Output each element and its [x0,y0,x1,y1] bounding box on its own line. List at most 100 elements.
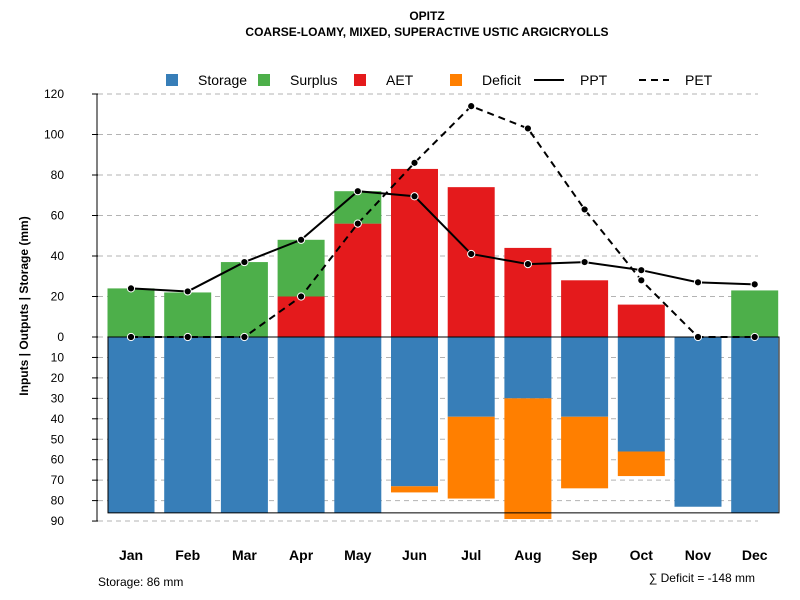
ppt-point [523,260,533,269]
surplus-legend-label: Surplus [290,72,337,88]
legend: Storage Surplus AET Deficit PPT PET [166,72,713,88]
chart-title: OPITZ [409,9,444,23]
y-tick-label: 30 [51,391,65,405]
y-tick-label: 80 [51,494,65,508]
y-axis: 0 20 40 60 80 100 120 10 20 30 40 50 60 70 80 90 [44,87,98,528]
deficit-bar [561,416,609,489]
storage-bar [504,337,552,399]
surplus-legend-swatch [258,74,270,86]
ppt-point [410,192,419,201]
deficit-legend-swatch [450,74,462,86]
pet-point [240,332,249,342]
month-label: Sep [572,547,598,563]
pet-point [297,292,306,301]
deficit-bar [617,451,665,477]
aet-bar [447,187,495,337]
surplus-bar [220,262,268,337]
series-lines [126,102,759,342]
bars [107,168,779,520]
surplus-bar [107,288,155,337]
y-tick-label: 20 [51,371,65,385]
ppt-legend-label: PPT [580,72,608,88]
y-tick-label: 50 [51,432,65,446]
storage-bar [561,337,609,417]
storage-bar [447,337,495,417]
storage-bar [277,337,325,513]
month-label: Dec [742,547,768,563]
aet-bar [561,280,609,337]
ppt-point [240,257,249,267]
aet-bar [334,223,382,337]
aet-bar [277,296,325,337]
month-label: May [344,547,371,563]
pet-point [750,332,759,342]
y-tick-label: 80 [51,168,65,182]
pet-point [580,205,589,214]
storage-bar [164,337,212,513]
deficit-bar [504,398,552,520]
storage-legend-swatch [166,74,178,86]
y-tick-label: 20 [51,290,65,304]
y-tick-label: 120 [44,87,64,101]
pet-point [410,158,419,167]
storage-bar [674,337,722,507]
month-label: Aug [514,547,541,563]
pet-point [523,124,533,133]
storage-bar [391,337,438,487]
surplus-bar [731,290,779,337]
y-tick-label: 10 [51,350,65,364]
storage-bar [220,337,268,513]
aet-legend-label: AET [386,72,414,88]
ppt-point [693,278,703,287]
aet-legend-swatch [354,74,366,86]
storage-bar [731,337,779,513]
y-tick-label: 60 [51,209,65,223]
y-tick-label: 90 [51,514,65,528]
pet-point [637,276,646,285]
surplus-bar [164,292,212,337]
y-tick-label: 100 [44,128,64,142]
ppt-point [353,187,362,196]
storage-capacity-box [107,336,780,514]
ppt-point [580,257,589,267]
ppt-point [467,249,476,259]
ppt-point [637,266,646,275]
ppt-point [750,280,759,289]
month-label: Feb [175,547,200,563]
x-axis-labels: Jan Feb Mar Apr May Jun Jul Aug Sep Oct Nov Dec [119,547,768,563]
ppt-point [297,235,306,244]
storage-bar [107,337,155,513]
storage-bar [617,337,665,452]
deficit-note: ∑ Deficit = -148 mm [649,571,755,585]
y-tick-label: 0 [57,330,64,344]
month-label: Oct [630,547,654,563]
deficit-legend-label: Deficit [482,72,521,88]
storage-frame [107,336,780,514]
storage-note: Storage: 86 mm [98,575,183,589]
storage-legend-label: Storage [198,72,247,88]
chart-subtitle: COARSE-LOAMY, MIXED, SUPERACTIVE USTIC A… [245,25,608,39]
deficit-bar [447,416,495,499]
month-label: Nov [685,547,712,563]
pet-point [353,219,362,228]
y-tick-label: 70 [51,473,65,487]
aet-bar [617,304,665,337]
ppt-point [183,287,192,296]
month-label: Jan [119,547,143,563]
surplus-bar [277,239,325,297]
pet-point [183,332,192,342]
pet-line [131,104,755,338]
month-label: Jun [402,547,427,563]
deficit-bar [391,486,438,493]
pet-legend-label: PET [685,72,713,88]
pet-point [693,332,703,342]
month-label: Jul [461,547,481,563]
month-label: Mar [232,547,257,563]
y-tick-label: 60 [51,453,65,467]
storage-bar [334,337,382,513]
y-axis-label: Inputs | Outputs | Storage (mm) [17,216,31,395]
y-tick-label: 40 [51,412,65,426]
pet-point [467,102,476,111]
month-label: Apr [289,547,314,563]
